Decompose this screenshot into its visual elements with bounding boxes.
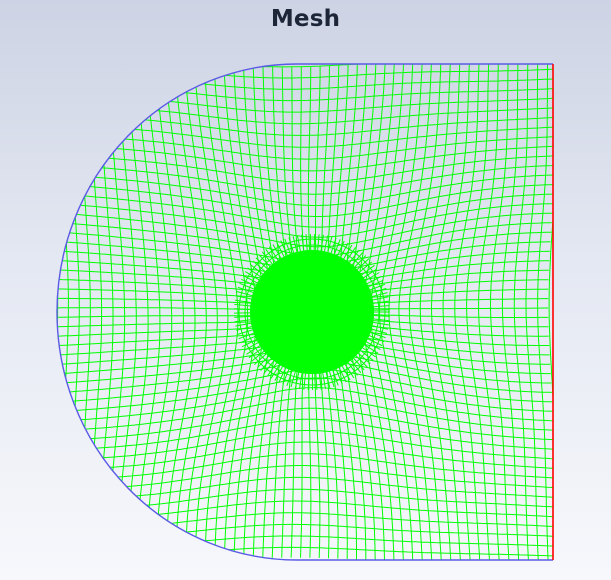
mesh-line-horizontal	[57, 397, 553, 432]
mesh-line-vertical	[88, 64, 103, 560]
mesh-line-horizontal	[57, 202, 553, 238]
mesh-line-vertical	[454, 64, 481, 560]
mesh-line-vertical	[116, 64, 137, 560]
mesh-line-horizontal	[57, 523, 553, 538]
mesh-line-vertical	[442, 64, 471, 560]
mesh-line-horizontal	[57, 407, 553, 441]
mesh-line-vertical	[69, 64, 80, 560]
mesh-line-horizontal	[57, 441, 553, 470]
mesh-line-vertical	[135, 64, 161, 560]
mesh-line-vertical	[59, 64, 69, 560]
refined-mesh-region	[233, 233, 391, 391]
mesh-line-vertical	[548, 64, 553, 560]
mesh-line-vertical	[398, 64, 433, 560]
mesh-line-horizontal	[57, 193, 553, 228]
mesh-line-circumferential	[238, 238, 386, 386]
mesh-line-horizontal	[57, 96, 553, 113]
mesh-line-vertical	[145, 64, 173, 560]
mesh-line-vertical	[184, 64, 218, 560]
mesh-line-vertical	[164, 64, 196, 560]
mesh-line-horizontal	[57, 430, 553, 460]
mesh-line-vertical	[490, 64, 510, 560]
mesh-line-vertical	[174, 64, 207, 560]
mesh-line-vertical	[513, 64, 530, 560]
mesh-line-circumferential	[244, 244, 380, 380]
mesh-line-vertical	[525, 64, 539, 560]
mesh-line-horizontal	[57, 500, 553, 519]
mesh-line-vertical	[126, 64, 149, 560]
mesh-line-vertical	[430, 64, 462, 560]
mesh-line-horizontal	[57, 535, 553, 548]
mesh-line-vertical	[501, 64, 520, 560]
mesh-line-horizontal	[57, 476, 553, 499]
mesh-line-horizontal	[57, 77, 553, 90]
mesh-line-horizontal	[57, 135, 553, 160]
mesh-line-horizontal	[57, 546, 553, 558]
mesh-line-vertical	[408, 64, 442, 560]
mesh-line-vertical	[537, 64, 549, 560]
mesh-dense-core	[250, 250, 374, 374]
mesh-line-vertical	[478, 64, 500, 560]
mesh-line-horizontal	[57, 164, 553, 195]
mesh-line-vertical	[203, 64, 239, 560]
mesh-line-vertical	[79, 64, 91, 560]
mesh-line-horizontal	[57, 145, 553, 172]
mesh-line-horizontal	[57, 465, 553, 489]
mesh-line-vertical	[466, 64, 491, 560]
wall-boundary-edge	[56, 63, 553, 561]
mesh-line-vertical	[194, 64, 229, 560]
mesh-line-horizontal	[57, 387, 553, 422]
mesh-line-horizontal	[57, 67, 553, 79]
mesh-line-vertical	[213, 64, 249, 560]
mesh-line-horizontal	[57, 488, 553, 509]
mesh-line-vertical	[107, 64, 126, 560]
viewport-title: Mesh	[270, 6, 341, 32]
mesh-line-horizontal	[57, 418, 553, 451]
mesh-line-horizontal	[57, 183, 553, 217]
mesh-line-horizontal	[57, 173, 553, 206]
mesh-line-horizontal	[57, 512, 553, 529]
mesh-line-vertical	[97, 64, 114, 560]
mesh-line-horizontal	[57, 116, 553, 136]
mesh-line-vertical	[155, 64, 184, 560]
mesh-line-horizontal	[57, 453, 553, 480]
mesh-line-vertical	[419, 64, 452, 560]
mesh-line-horizontal	[57, 212, 553, 248]
mesh-line-horizontal	[57, 154, 553, 184]
mesh-line-horizontal	[57, 126, 553, 148]
mesh-line-horizontal	[57, 64, 553, 68]
